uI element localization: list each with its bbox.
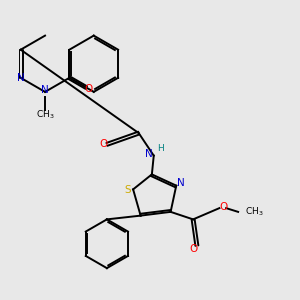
Text: N: N xyxy=(17,73,25,83)
Text: O: O xyxy=(219,202,227,212)
Text: O: O xyxy=(99,140,107,149)
Text: O: O xyxy=(85,84,93,94)
Text: S: S xyxy=(124,185,131,195)
Text: CH$_3$: CH$_3$ xyxy=(245,206,263,218)
Text: N: N xyxy=(177,178,184,188)
Text: CH$_3$: CH$_3$ xyxy=(36,108,54,121)
Text: N: N xyxy=(146,149,153,159)
Text: H: H xyxy=(157,144,164,153)
Text: O: O xyxy=(190,244,198,254)
Text: N: N xyxy=(41,85,49,94)
